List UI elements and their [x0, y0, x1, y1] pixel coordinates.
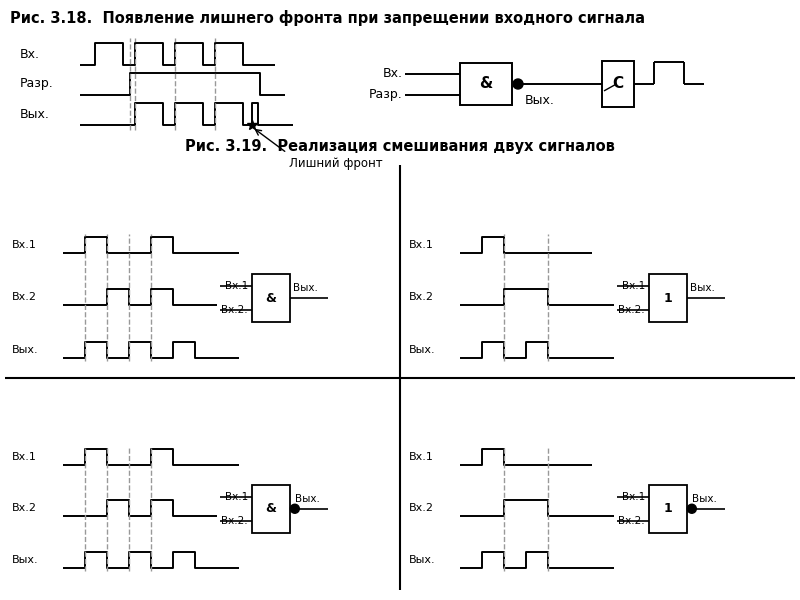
Bar [649, 274, 687, 322]
Text: C: C [613, 76, 623, 91]
Text: Разр.: Разр. [370, 88, 403, 101]
Text: Вх.2.: Вх.2. [221, 516, 248, 526]
Text: Вх.2.: Вх.2. [221, 305, 248, 315]
Text: Вых.: Вых. [295, 494, 320, 504]
Text: Вх.1: Вх.1 [225, 492, 248, 502]
Text: Вых.: Вых. [692, 494, 717, 504]
Text: Вых.: Вых. [293, 283, 318, 293]
Text: Вх.2: Вх.2 [409, 503, 434, 514]
Bar [252, 485, 290, 533]
Text: Вх.2: Вх.2 [12, 292, 37, 302]
Text: Вх.1: Вх.1 [622, 492, 645, 502]
Text: Вх.2: Вх.2 [12, 503, 37, 514]
Bar [649, 485, 687, 533]
Text: Разр.: Разр. [20, 77, 54, 91]
Circle shape [513, 79, 523, 89]
Text: Вых.: Вых. [409, 555, 436, 565]
Circle shape [687, 504, 696, 513]
Text: Вых.: Вых. [690, 283, 714, 293]
Text: Вх.2.: Вх.2. [618, 516, 645, 526]
Text: &: & [479, 76, 493, 91]
Text: Вых.: Вых. [20, 107, 50, 121]
Text: Вых.: Вых. [12, 555, 38, 565]
Text: Рис. 3.19.  Реализация смешивания двух сигналов: Рис. 3.19. Реализация смешивания двух си… [185, 139, 615, 154]
Text: &: & [266, 292, 276, 304]
Text: Вх.1: Вх.1 [409, 452, 434, 462]
Text: Рис. 3.18.  Появление лишнего фронта при запрещении входного сигнала: Рис. 3.18. Появление лишнего фронта при … [10, 10, 645, 26]
Text: Вх.1: Вх.1 [622, 281, 645, 291]
Text: 1: 1 [663, 292, 672, 304]
Text: Вых.: Вых. [12, 345, 38, 355]
Bar [252, 274, 290, 322]
Text: Вх.2: Вх.2 [409, 292, 434, 302]
Text: Вых.: Вых. [525, 94, 555, 107]
Text: Вх.1: Вх.1 [225, 281, 248, 291]
Text: Лишний фронт: Лишний фронт [289, 157, 382, 170]
Bar [460, 63, 512, 105]
Circle shape [290, 504, 299, 513]
Text: Вых.: Вых. [409, 345, 436, 355]
Text: Вх.1: Вх.1 [409, 240, 434, 250]
Text: Вх.1: Вх.1 [12, 240, 37, 250]
Text: 1: 1 [663, 502, 672, 515]
Text: &: & [266, 502, 276, 515]
Text: Вх.1: Вх.1 [12, 452, 37, 462]
Text: Вх.: Вх. [383, 67, 403, 80]
Text: Вх.2.: Вх.2. [618, 305, 645, 315]
Text: Вх.: Вх. [20, 47, 40, 61]
Bar [602, 61, 634, 107]
